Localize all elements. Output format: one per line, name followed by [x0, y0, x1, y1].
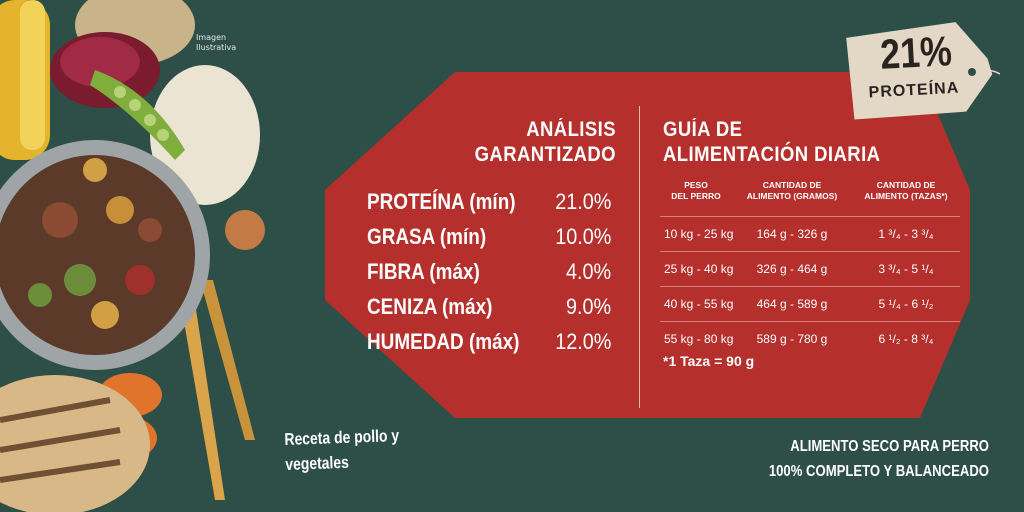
cell-cups: 6 ¹/₂ - 8 ³/₄ [878, 332, 934, 346]
cell-grams: 589 g - 780 g [756, 332, 828, 346]
cell-cups: 5 ¹/₄ - 6 ¹/₂ [878, 297, 934, 311]
table-row: 55 kg - 80 kg 589 g - 780 g 6 ¹/₂ - 8 ³/… [660, 321, 960, 356]
header-text: PESO [684, 180, 708, 190]
lentils-icon [225, 210, 265, 250]
note-line-2: Ilustrativa [196, 43, 237, 52]
nutrient-value: 10.0% [554, 224, 611, 249]
illustrative-image-note: Imagen Ilustrativa [196, 33, 246, 53]
cell-cups: 3 ³/₄ - 5 ¹/₄ [878, 262, 934, 276]
analysis-row: FIBRA (máx) 4.0% [367, 254, 611, 289]
header-text: CANTIDAD DE [876, 180, 936, 190]
nutrient-value: 12.0% [554, 329, 611, 354]
nutrient-label: GRASA (mín) [367, 224, 487, 249]
header-text: ALIMENTO (GRAMOS) [746, 191, 838, 201]
tagline-line-2: 100% COMPLETO Y BALANCEADO [768, 463, 989, 480]
product-tagline: ALIMENTO SECO PARA PERRO 100% COMPLETO Y… [727, 434, 989, 484]
table-row: 10 kg - 25 kg 164 g - 326 g 1 ³/₄ - 3 ³/… [660, 216, 960, 251]
table-row: 25 kg - 40 kg 326 g - 464 g 3 ³/₄ - 5 ¹/… [660, 251, 960, 286]
note-line-1: Imagen [196, 33, 227, 42]
cell-weight: 55 kg - 80 kg [664, 332, 734, 346]
table-header: PESO DEL PERRO CANTIDAD DE ALIMENTO (GRA… [660, 180, 960, 216]
header-text: ALIMENTO (TAZAS*) [864, 191, 948, 201]
cell-grams: 164 g - 326 g [756, 227, 828, 241]
nutrient-label: CENIZA (máx) [367, 294, 493, 319]
nutrient-value: 21.0% [554, 189, 611, 214]
recipe-line-1: Receta de pollo y [284, 425, 400, 449]
nutrient-value: 4.0% [565, 259, 611, 284]
wheat-icon [175, 270, 225, 500]
recipe-line-2: vegetales [284, 452, 350, 474]
analysis-title-line-2: GARANTIZADO [474, 143, 616, 166]
analysis-title-line-1: ANÁLISIS [526, 118, 616, 141]
recipe-name: Receta de pollo y vegetales [284, 422, 417, 477]
cell-weight: 25 kg - 40 kg [664, 262, 734, 276]
cell-weight: 40 kg - 55 kg [664, 297, 734, 311]
cup-footnote: *1 Taza = 90 g [663, 353, 755, 369]
header-text: CANTIDAD DE [762, 180, 822, 190]
table-row: 40 kg - 55 kg 464 g - 589 g 5 ¹/₄ - 6 ¹/… [660, 286, 960, 321]
analysis-row: PROTEÍNA (mín) 21.0% [367, 184, 611, 219]
nutrient-value: 9.0% [565, 294, 611, 319]
analysis-list: PROTEÍNA (mín) 21.0% GRASA (mín) 10.0% F… [367, 184, 611, 359]
rice-icon [150, 65, 260, 205]
cell-grams: 464 g - 589 g [756, 297, 828, 311]
food-ingredients-art [0, 0, 265, 512]
guide-title-line-1: GUÍA DE [663, 118, 743, 141]
chicken-icon [0, 375, 150, 512]
header-cups: CANTIDAD DE ALIMENTO (TAZAS*) [852, 180, 960, 216]
header-text: DEL PERRO [671, 191, 721, 201]
food-illustration [0, 0, 270, 512]
price-tag-icon [846, 22, 1000, 120]
feeding-guide-table: PESO DEL PERRO CANTIDAD DE ALIMENTO (GRA… [660, 180, 960, 356]
panel-divider [639, 106, 640, 408]
header-weight: PESO DEL PERRO [660, 180, 732, 216]
protein-percent: 21% [879, 27, 953, 78]
cell-cups: 1 ³/₄ - 3 ³/₄ [878, 227, 934, 241]
cell-grams: 326 g - 464 g [756, 262, 828, 276]
analysis-row: GRASA (mín) 10.0% [367, 219, 611, 254]
analysis-row: HUMEDAD (máx) 12.0% [367, 324, 611, 359]
guide-title-line-2: ALIMENTACIÓN DIARIA [663, 143, 881, 166]
analysis-row: CENIZA (máx) 9.0% [367, 289, 611, 324]
cell-weight: 10 kg - 25 kg [664, 227, 734, 241]
tagline-line-1: ALIMENTO SECO PARA PERRO [790, 438, 989, 455]
analysis-title: ANÁLISIS GARANTIZADO [452, 117, 616, 167]
nutrient-label: PROTEÍNA (mín) [367, 189, 516, 214]
header-grams: CANTIDAD DE ALIMENTO (GRAMOS) [732, 180, 852, 216]
nutrient-label: FIBRA (máx) [367, 259, 480, 284]
feeding-guide-title: GUÍA DE ALIMENTACIÓN DIARIA [663, 117, 927, 167]
nutrient-label: HUMEDAD (máx) [367, 329, 520, 354]
